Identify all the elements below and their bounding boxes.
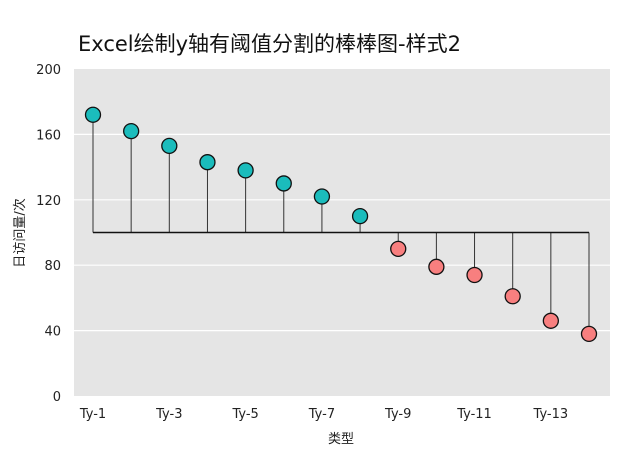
data-point	[351, 207, 369, 225]
x-tick-label: Ty-11	[456, 407, 492, 422]
data-point	[199, 154, 216, 171]
data-point	[466, 266, 483, 284]
y-tick-label: 160	[36, 128, 61, 143]
x-tick-label: Ty-13	[533, 407, 569, 422]
chart-title: Excel绘制y轴有阈值分割的棒棒图-样式2	[78, 32, 461, 56]
x-tick-labels: Ty-1 Ty-3 Ty-5 Ty-7 Ty-9 Ty-11 Ty-13	[79, 407, 568, 422]
data-point	[428, 258, 445, 275]
data-point	[237, 162, 254, 179]
data-point	[313, 188, 331, 205]
x-tick-label: Ty-1	[79, 407, 106, 422]
data-points	[84, 106, 598, 343]
gridlines	[74, 133, 610, 332]
data-point	[390, 240, 407, 258]
data-point	[123, 122, 140, 140]
x-tick-label: Ty-5	[231, 407, 258, 422]
y-tick-label: 200	[36, 63, 61, 78]
data-point	[580, 325, 598, 343]
data-point	[542, 312, 559, 329]
y-tick-label: 120	[36, 194, 61, 209]
y-tick-label: 40	[44, 325, 61, 340]
x-tick-label: Ty-9	[384, 407, 411, 422]
data-point	[504, 288, 521, 305]
y-tick-labels: 0 40 80 120 160 200	[36, 63, 61, 405]
x-tick-label: Ty-7	[308, 407, 335, 422]
data-point	[275, 175, 292, 192]
x-axis-label: 类型	[328, 432, 354, 447]
data-point	[161, 137, 178, 154]
data-point	[84, 106, 102, 123]
y-axis-label: 日访问量/次	[12, 198, 28, 267]
y-tick-label: 80	[44, 259, 61, 274]
y-tick-label: 0	[53, 390, 61, 405]
x-tick-label: Ty-3	[155, 407, 182, 422]
